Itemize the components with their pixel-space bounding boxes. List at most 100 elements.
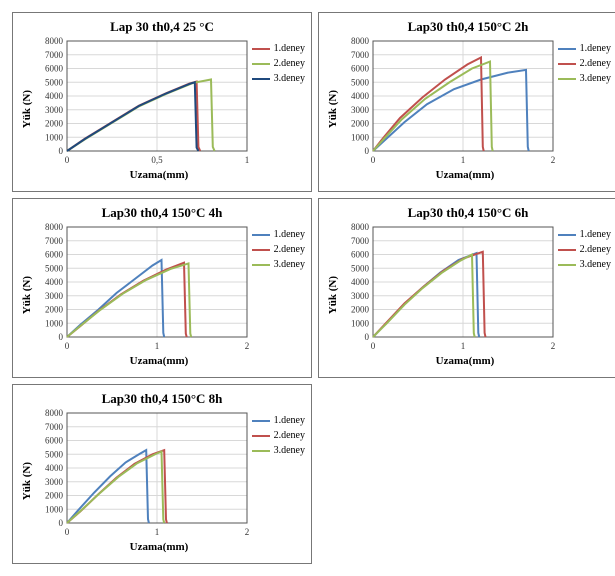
legend-label: 2.deney <box>274 428 305 443</box>
svg-text:0: 0 <box>65 527 70 537</box>
legend-item: 3.deney <box>252 257 305 272</box>
chart-svg: 010002000300040005000600070008000012 <box>341 37 557 167</box>
x-axis-label: Uzama(mm) <box>35 169 251 181</box>
chart-panel-0: Lap 30 th0,4 25 °C Yük (N) 0 1000 2000 3000 40… <box>12 12 312 192</box>
svg-text:0,5: 0,5 <box>151 155 163 165</box>
svg-text:0: 0 <box>59 332 64 342</box>
svg-text:1000: 1000 <box>45 504 64 514</box>
svg-text:6000: 6000 <box>351 250 370 260</box>
chart-title: Lap 30 th0,4 25 °C <box>21 19 303 35</box>
chart-svg: 010002000300040005000600070008000012 <box>35 409 251 539</box>
legend: 1.deney2.deney3.deney <box>252 227 305 272</box>
svg-text:7000: 7000 <box>45 422 64 432</box>
svg-text:1000: 1000 <box>45 132 64 142</box>
legend-label: 2.deney <box>274 56 305 71</box>
x-axis-label: Uzama(mm) <box>341 355 557 367</box>
svg-text:6000: 6000 <box>351 64 370 74</box>
svg-text:8000: 8000 <box>45 37 64 46</box>
legend-label: 1.deney <box>274 413 305 428</box>
legend-line-icon <box>558 234 576 236</box>
legend-label: 2.deney <box>580 242 611 257</box>
legend-line-icon <box>252 48 270 50</box>
legend-item: 2.deney <box>252 242 305 257</box>
legend-label: 2.deney <box>274 242 305 257</box>
x-axis-label: Uzama(mm) <box>341 169 557 181</box>
legend: 1.deney2.deney3.deney <box>558 41 611 86</box>
svg-text:1000: 1000 <box>351 132 370 142</box>
svg-text:2: 2 <box>551 341 556 351</box>
legend-line-icon <box>252 450 270 452</box>
svg-text:3000: 3000 <box>351 105 370 115</box>
svg-text:0: 0 <box>65 341 70 351</box>
svg-text:6000: 6000 <box>45 250 64 260</box>
chart-title: Lap30 th0,4 150°C 8h <box>21 391 303 407</box>
legend-label: 3.deney <box>580 257 611 272</box>
svg-text:4000: 4000 <box>45 91 64 101</box>
svg-text:2000: 2000 <box>45 491 64 501</box>
svg-text:7000: 7000 <box>45 50 64 60</box>
svg-text:7000: 7000 <box>351 236 370 246</box>
svg-text:0: 0 <box>65 155 70 165</box>
legend-line-icon <box>558 48 576 50</box>
legend-line-icon <box>252 249 270 251</box>
x-axis-label: Uzama(mm) <box>35 355 251 367</box>
legend-item: 3.deney <box>558 71 611 86</box>
svg-text:2: 2 <box>245 341 250 351</box>
x-axis-label: Uzama(mm) <box>35 541 251 553</box>
svg-text:1: 1 <box>155 341 160 351</box>
svg-text:2000: 2000 <box>45 119 64 129</box>
chart-svg: 010002000300040005000600070008000012 <box>35 223 251 353</box>
legend-line-icon <box>252 78 270 80</box>
legend-line-icon <box>252 63 270 65</box>
legend-label: 1.deney <box>274 41 305 56</box>
legend-label: 3.deney <box>274 443 305 458</box>
legend: 1.deney2.deney3.deney <box>558 227 611 272</box>
chart-panel-3: Lap30 th0,4 150°C 6hYük (N)0100020003000… <box>318 198 615 378</box>
chart-panel-4: Lap30 th0,4 150°C 8h Yük (N) 0 1000 2000 3000… <box>12 384 312 564</box>
legend-line-icon <box>558 249 576 251</box>
svg-text:3000: 3000 <box>45 105 64 115</box>
svg-text:1000: 1000 <box>351 318 370 328</box>
legend-label: 3.deney <box>274 71 305 86</box>
svg-text:7000: 7000 <box>45 236 64 246</box>
legend-label: 3.deney <box>274 257 305 272</box>
svg-text:2000: 2000 <box>45 305 64 315</box>
chart-panel-1: Lap30 th0,4 150°C 2hYük (N)0100020003000… <box>318 12 615 192</box>
svg-text:2000: 2000 <box>351 305 370 315</box>
svg-text:1: 1 <box>245 155 250 165</box>
y-axis-label: Yük (N) <box>21 90 33 128</box>
legend-item: 2.deney <box>558 242 611 257</box>
y-axis-label: Yük (N) <box>21 276 33 314</box>
chart-panel-2: Lap30 th0,4 150°C 4hYük (N)0100020003000… <box>12 198 312 378</box>
legend: 1.deney2.deney3.deney <box>252 41 305 86</box>
svg-text:5000: 5000 <box>45 263 64 273</box>
svg-text:8000: 8000 <box>45 409 64 418</box>
legend-item: 3.deney <box>252 443 305 458</box>
y-axis-label: Yük (N) <box>327 276 339 314</box>
legend-item: 1.deney <box>252 227 305 242</box>
legend-item: 2.deney <box>558 56 611 71</box>
svg-text:5000: 5000 <box>351 77 370 87</box>
legend-label: 1.deney <box>274 227 305 242</box>
svg-text:5000: 5000 <box>45 449 64 459</box>
svg-text:3000: 3000 <box>45 477 64 487</box>
svg-text:0: 0 <box>59 518 64 528</box>
y-axis-label: Yük (N) <box>327 90 339 128</box>
chart-title: Lap30 th0,4 150°C 6h <box>327 205 609 221</box>
svg-text:1: 1 <box>461 155 466 165</box>
svg-text:8000: 8000 <box>351 37 370 46</box>
svg-text:0: 0 <box>59 146 64 156</box>
svg-text:2: 2 <box>245 527 250 537</box>
svg-text:1: 1 <box>461 341 466 351</box>
y-axis-label: Yük (N) <box>21 462 33 500</box>
svg-text:8000: 8000 <box>45 223 64 232</box>
legend-item: 1.deney <box>558 227 611 242</box>
legend: 1.deney2.deney3.deney <box>252 413 305 458</box>
svg-text:2: 2 <box>551 155 556 165</box>
svg-text:7000: 7000 <box>351 50 370 60</box>
legend-label: 3.deney <box>580 71 611 86</box>
legend-item: 1.deney <box>252 413 305 428</box>
legend-item: 1.deney <box>558 41 611 56</box>
svg-text:4000: 4000 <box>45 463 64 473</box>
legend-line-icon <box>558 264 576 266</box>
